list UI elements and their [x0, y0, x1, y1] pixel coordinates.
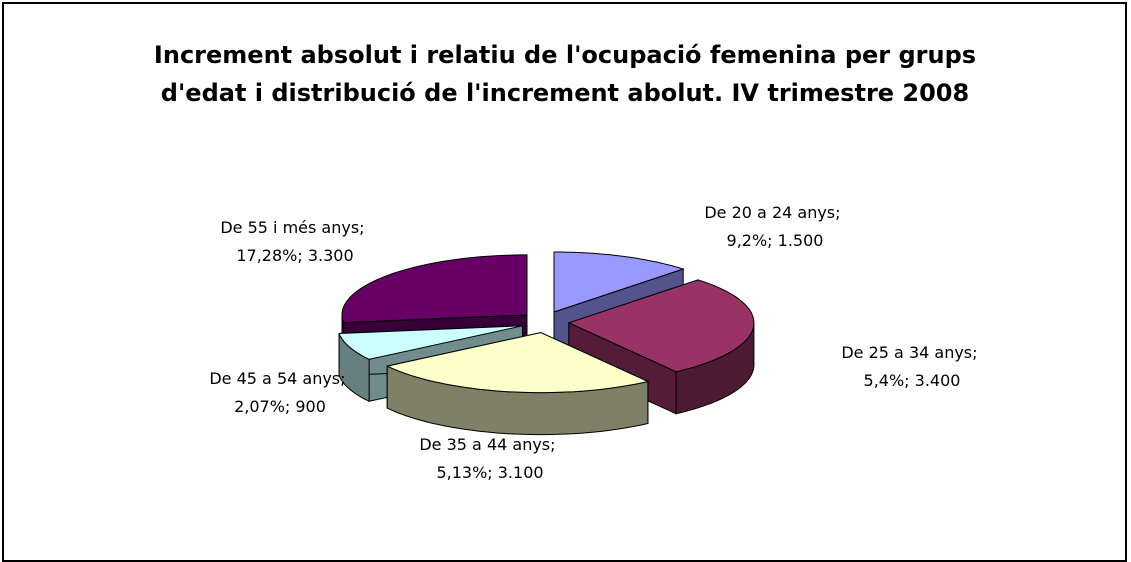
data-label: De 45 a 54 anys; 2,07%; 900 [209, 369, 350, 416]
data-label-percent: 17,28% [236, 246, 297, 265]
slice-top [341, 254, 528, 324]
data-label-value: 3.400 [915, 371, 961, 390]
data-label-value: 900 [295, 397, 326, 416]
data-label-separator: ; [340, 369, 350, 388]
data-label: De 35 a 44 anys; 5,13%; 3.100 [419, 435, 560, 482]
data-label-separator: ; [285, 397, 295, 416]
chart: De 20 a 24 anys; 9,2%; 1.500 De 25 a 34 a… [209, 203, 982, 482]
data-label-value: 3.300 [308, 246, 354, 265]
data-label-separator: ; [904, 371, 914, 390]
data-label-percent: 5,13% [436, 463, 487, 482]
data-label-separator: ; [297, 246, 307, 265]
data-label-separator: ; [359, 218, 369, 237]
slice [385, 331, 650, 436]
data-label-percent: 5,4% [864, 371, 905, 390]
data-label-percent: 9,2% [727, 231, 768, 250]
data-label-separator: ; [767, 231, 777, 250]
data-label-separator: ; [972, 343, 982, 362]
chart-title: Increment absolut i relatiu de l'ocupaci… [153, 41, 977, 107]
data-label-percent: 2,07% [234, 397, 285, 416]
data-label-category: De 55 i més anys [220, 218, 359, 237]
data-label-category: De 25 a 34 anys [841, 343, 972, 362]
data-label-value: 3.100 [498, 463, 544, 482]
slice-top [567, 279, 755, 373]
data-label-value: 1.500 [778, 231, 824, 250]
data-label-separator: ; [487, 463, 497, 482]
data-label-category: De 45 a 54 anys [209, 369, 340, 388]
data-label: De 20 a 24 anys; 9,2%; 1.500 [704, 203, 845, 250]
slice-top [553, 251, 685, 313]
slice-top [385, 332, 650, 394]
data-label-category: De 20 a 24 anys [704, 203, 835, 222]
slice [567, 279, 755, 415]
slice-top [338, 325, 523, 360]
data-label-separator: ; [550, 435, 560, 454]
data-label-category: De 35 a 44 anys [419, 435, 550, 454]
data-label: De 55 i més anys; 17,28%; 3.300 [220, 218, 369, 265]
data-label: De 25 a 34 anys; 5,4%; 3.400 [841, 343, 982, 390]
data-label-separator: ; [835, 203, 845, 222]
